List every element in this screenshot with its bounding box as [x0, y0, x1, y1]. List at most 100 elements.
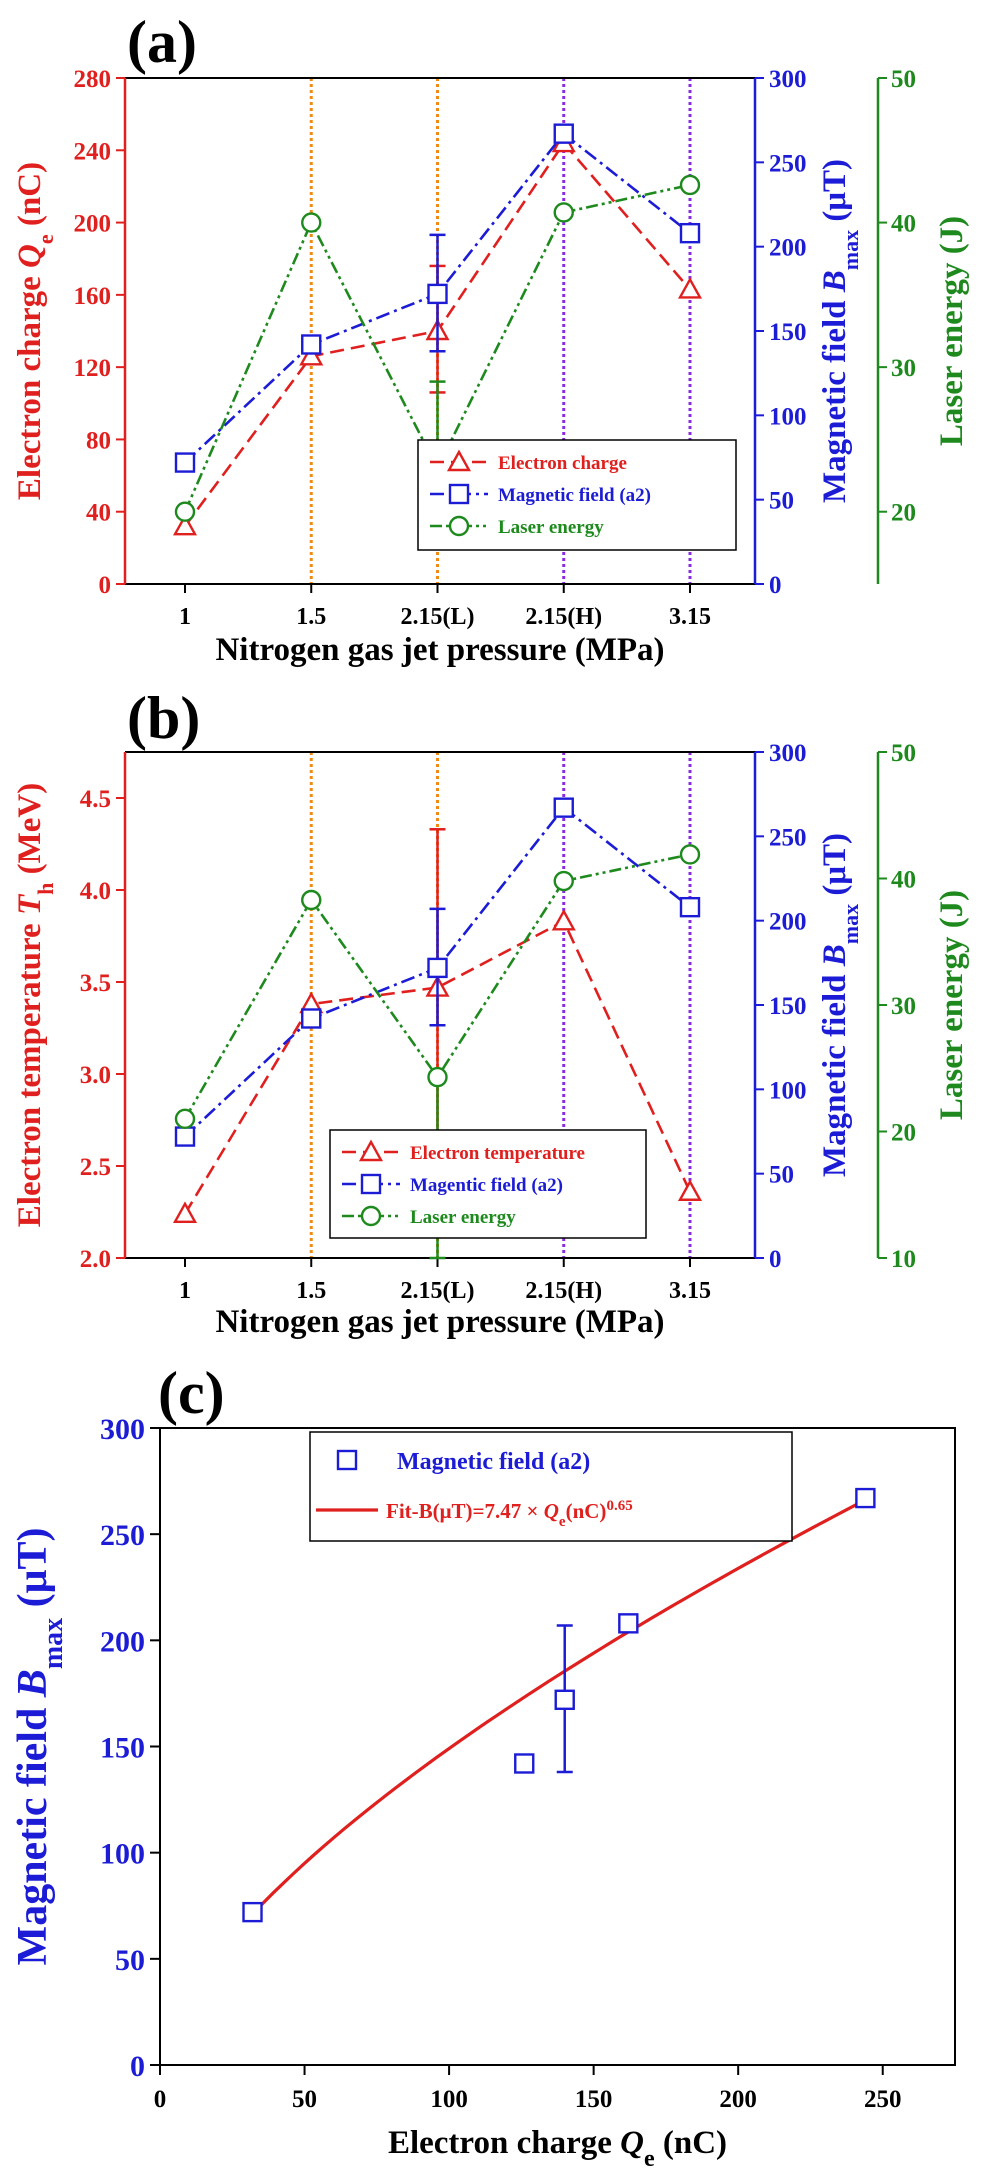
legend-marker [446, 449, 472, 472]
x-axis-label: Nitrogen gas jet pressure (MPa) [215, 632, 664, 668]
data-point [677, 276, 703, 299]
data-point [551, 908, 576, 931]
data-point [174, 452, 196, 473]
right-tick-label: 100 [769, 1077, 807, 1104]
data-point [553, 870, 574, 892]
x-tick-label: 200 [719, 2086, 757, 2113]
x-tick-label: 2.15(L) [401, 1278, 475, 1304]
data-point [618, 1613, 639, 1634]
legend-marker [448, 483, 470, 505]
y-tick-label: 150 [100, 1732, 145, 1765]
left-tick-label: 3.0 [80, 1062, 111, 1089]
laser-tick-label: 10 [891, 1246, 916, 1273]
series-line [183, 919, 692, 1215]
y-axis-label: Magnetic field Bmax (μT) [10, 1528, 69, 1966]
x-tick-label: 2.15(H) [525, 604, 602, 630]
legend-entry: Fit-B(μT)=7.47 × Qe(nC)0.65 [386, 1498, 633, 1530]
data-point [679, 222, 701, 244]
right-tick-label: 250 [769, 150, 807, 177]
right-tick-label: 150 [769, 319, 807, 346]
right-tick-label: 50 [769, 1162, 794, 1189]
data-point [174, 1108, 196, 1130]
right-tick-label: 150 [769, 993, 807, 1020]
data-point [514, 1753, 535, 1774]
x-tick-label: 1 [179, 1278, 191, 1304]
right-axis-label: Magnetic field Bmax (μT) [817, 833, 863, 1177]
left-tick-label: 240 [74, 138, 112, 165]
legend-entry: Electron charge [498, 453, 627, 474]
data-point [299, 343, 324, 366]
right-tick-label: 200 [769, 909, 807, 936]
right-tick-label: 0 [769, 572, 782, 599]
left-tick-label: 80 [86, 427, 111, 454]
x-axis-label: Nitrogen gas jet pressure (MPa) [215, 1304, 664, 1340]
left-tick-label: 160 [74, 283, 112, 310]
data-point [679, 896, 701, 918]
right-tick-label: 50 [769, 488, 794, 515]
x-tick-label: 3.15 [669, 604, 711, 630]
fit-curve [251, 1498, 867, 1916]
x-tick-label: 1.5 [296, 604, 326, 630]
series-line [183, 183, 691, 513]
data-point [174, 1126, 196, 1147]
laser-tick-label: 40 [891, 867, 916, 894]
left-tick-label: 200 [74, 211, 112, 238]
data-point [174, 501, 196, 522]
left-tick-label: 0 [99, 572, 112, 599]
laser-tick-label: 40 [891, 211, 916, 238]
x-tick-label: 3.15 [669, 1278, 711, 1304]
laser-tick-label: 30 [891, 993, 916, 1020]
left-tick-label: 280 [74, 66, 112, 93]
x-tick-label: 1 [179, 604, 191, 630]
panel-label: (c) [158, 1360, 225, 1426]
data-point [301, 1008, 322, 1029]
panel-label: (b) [127, 685, 200, 751]
legend-marker [358, 1139, 384, 1162]
right-tick-label: 200 [769, 235, 807, 262]
laser-axis-label: Laser energy (J) [934, 890, 970, 1120]
legend-marker [360, 1173, 382, 1195]
y-tick-label: 300 [100, 1413, 145, 1446]
left-tick-label: 4.5 [80, 786, 111, 813]
right-tick-label: 100 [769, 403, 807, 430]
series-line [183, 853, 691, 1120]
right-tick-label: 0 [769, 1246, 782, 1273]
right-tick-label: 250 [769, 824, 807, 851]
data-point [242, 1901, 263, 1923]
x-tick-label: 1.5 [296, 1278, 326, 1304]
left-axis-label: Electron temperature Th (MeV) [12, 783, 58, 1227]
legend: Electron temperature Magentic field (a2) L… [329, 1129, 647, 1239]
legend-entry: Magnetic field (a2) [397, 1449, 590, 1475]
right-tick-label: 300 [769, 66, 807, 93]
laser-tick-label: 50 [891, 740, 916, 767]
y-tick-label: 200 [100, 1625, 145, 1658]
x-tick-label: 250 [864, 2086, 902, 2113]
data-point [427, 957, 448, 979]
left-tick-label: 2.0 [80, 1246, 111, 1273]
legend: Electron charge Magnetic field (a2) Laser … [417, 439, 737, 551]
x-tick-label: 2.15(H) [525, 1278, 602, 1304]
data-point [855, 1487, 876, 1509]
y-tick-label: 50 [115, 1944, 145, 1977]
laser-tick-label: 30 [891, 355, 916, 382]
legend-marker [336, 1449, 358, 1471]
right-axis-label: Magnetic field Bmax (μT) [817, 159, 863, 503]
legend: Magnetic field (a2) Fit-B(μT)=7.47 × Qe(n… [309, 1431, 793, 1542]
y-tick-label: 0 [130, 2050, 145, 2083]
left-tick-label: 3.5 [80, 970, 111, 997]
data-point [553, 202, 574, 223]
laser-axis-label: Laser energy (J) [934, 216, 970, 446]
data-point [553, 797, 574, 818]
x-tick-label: 100 [430, 2086, 468, 2113]
data-point [427, 283, 448, 305]
legend-entry: Laser energy [410, 1207, 516, 1228]
left-tick-label: 120 [74, 355, 112, 382]
x-tick-label: 2.15(L) [401, 604, 475, 630]
panel-label: (a) [127, 9, 197, 75]
data-point [553, 123, 574, 144]
legend-marker [360, 1205, 382, 1227]
laser-tick-label: 20 [891, 1120, 916, 1147]
data-point [172, 513, 198, 536]
